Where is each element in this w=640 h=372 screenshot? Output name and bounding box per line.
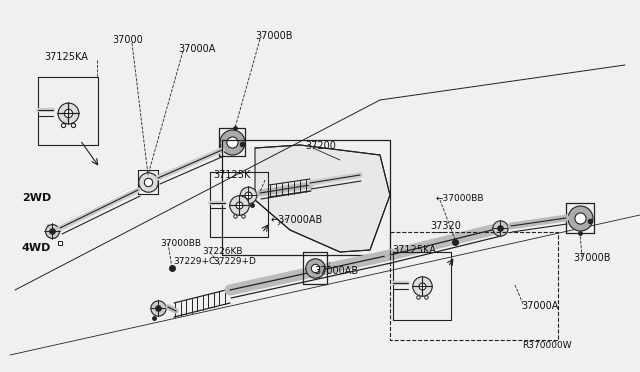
Text: 37229+D: 37229+D (213, 257, 256, 266)
Text: 37000: 37000 (112, 35, 143, 45)
Text: 37125KA: 37125KA (392, 245, 436, 255)
Text: 37000A: 37000A (178, 44, 216, 54)
Text: 37125KA: 37125KA (44, 52, 88, 62)
Text: 37000BB: 37000BB (160, 238, 201, 247)
Text: ←37000BB: ←37000BB (436, 193, 484, 202)
Text: 2WD: 2WD (22, 193, 51, 203)
Text: ←37000AB: ←37000AB (271, 215, 323, 225)
Text: 37000A: 37000A (521, 301, 558, 311)
Text: 37000AB: 37000AB (314, 266, 358, 276)
Polygon shape (255, 145, 390, 252)
Text: 37320: 37320 (430, 221, 461, 231)
Text: R370000W: R370000W (522, 341, 572, 350)
Text: 37229+C: 37229+C (173, 257, 215, 266)
Text: 37000B: 37000B (573, 253, 611, 263)
Text: 4WD: 4WD (22, 243, 51, 253)
Text: 37125K: 37125K (213, 170, 250, 180)
Text: 37226KB: 37226KB (202, 247, 243, 256)
Text: 37000B: 37000B (255, 31, 292, 41)
Text: 37200: 37200 (305, 141, 336, 151)
